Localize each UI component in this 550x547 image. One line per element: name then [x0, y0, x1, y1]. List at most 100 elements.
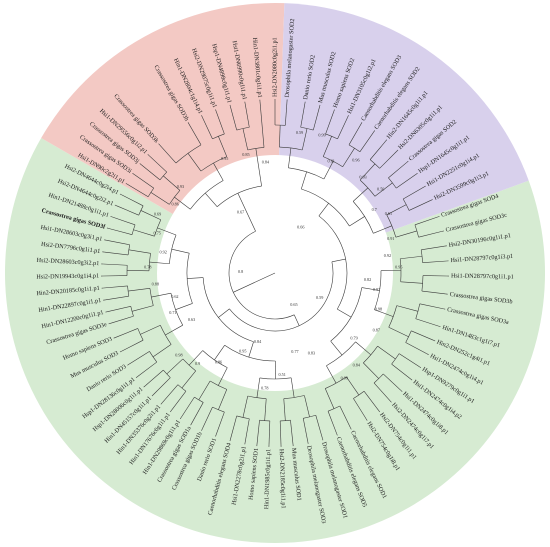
branch-radial — [355, 341, 372, 356]
support-value: 0.84 — [254, 339, 262, 344]
branch-radial — [215, 411, 225, 435]
branch-radial — [388, 326, 409, 337]
branch-radial — [339, 405, 351, 428]
branch-arc — [137, 328, 144, 341]
branch-radial — [326, 365, 337, 384]
branch-radial — [171, 391, 187, 411]
branch-radial — [175, 303, 193, 310]
leaf-tip — [350, 427, 352, 430]
branch-radial — [259, 101, 265, 148]
support-value: 0.77 — [291, 349, 298, 354]
branch-radial — [188, 123, 202, 145]
branch-arc — [209, 380, 227, 390]
support-values: 0.59 0.99 0.81 0.96 0.93 0.56 0.7 0.61 0.91 0.92 0… — [144, 130, 402, 390]
support-value: 0.98 — [375, 307, 382, 312]
leaf-tip — [190, 423, 192, 426]
leaf-tip — [423, 185, 426, 188]
branch-radial — [115, 328, 138, 338]
support-value: 0.86 — [215, 359, 222, 364]
branch-arc — [300, 126, 314, 131]
branch-radial — [349, 216, 365, 227]
branch-radial — [377, 345, 396, 360]
support-value: 0.98 — [175, 353, 182, 358]
support-value: 0.61 — [385, 211, 392, 216]
branch-radial — [300, 171, 307, 190]
leaf-tip — [160, 402, 163, 405]
branch-radial — [391, 363, 411, 380]
branch-radial — [352, 187, 369, 202]
branch-radial — [330, 340, 343, 356]
branch-radial — [293, 314, 300, 326]
leaf-tip — [426, 353, 429, 355]
branch-radial — [141, 164, 161, 181]
branch-radial — [159, 144, 177, 164]
branch-arc — [303, 414, 316, 419]
branch-radial — [166, 358, 184, 375]
leaf-tip — [201, 428, 203, 431]
support-value: 0.79 — [350, 335, 357, 340]
support-value: 0.65 — [290, 302, 297, 307]
branch-radial — [171, 248, 190, 254]
branch-arc — [363, 345, 378, 364]
branch-arc — [353, 390, 365, 399]
branch-radial — [325, 111, 335, 135]
leaf-tip — [215, 434, 217, 437]
branch-radial — [144, 369, 164, 387]
leaf-tip — [132, 172, 135, 175]
support-value: 0.78 — [261, 386, 268, 391]
branch-radial — [359, 131, 374, 152]
branch-radial — [181, 370, 196, 389]
branch-radial — [279, 125, 281, 148]
branch-radial — [128, 249, 151, 254]
branch-arc — [149, 351, 158, 363]
branch-radial — [256, 377, 261, 398]
branch-arc — [212, 406, 225, 413]
support-value: 0.92 — [384, 253, 391, 258]
branch-radial — [255, 148, 262, 187]
branch-radial — [202, 407, 213, 430]
branch-arc — [327, 405, 341, 412]
branch-radial — [153, 377, 171, 395]
branch-radial — [290, 377, 295, 398]
leaf-tip — [378, 410, 380, 413]
branch-radial — [110, 315, 134, 324]
leaf-tip — [322, 438, 324, 441]
branch-radial — [218, 308, 230, 318]
branch-arc — [130, 306, 134, 317]
branch-arc — [325, 376, 347, 389]
branch-arc — [127, 244, 131, 255]
branch-radial — [140, 324, 161, 335]
leaf-tip — [347, 115, 349, 118]
branch-radial — [128, 351, 150, 365]
branch-radial — [395, 230, 417, 238]
branch-radial — [108, 228, 133, 235]
support-value: 0.88 — [152, 282, 159, 287]
branch-arc — [388, 305, 397, 328]
leaf-tip — [114, 204, 117, 207]
branch-radial — [188, 350, 203, 366]
leaf-tip — [135, 376, 138, 378]
support-value: 0.84 — [353, 362, 361, 367]
leaf-tip — [419, 366, 422, 369]
support-value: 0.63 — [188, 317, 195, 322]
branch-radial — [363, 391, 379, 411]
leaf-tip — [336, 433, 338, 436]
leaf-tip — [415, 172, 418, 175]
leaf-tip — [406, 160, 409, 163]
branch-radial — [133, 229, 155, 237]
leaf-tip — [147, 154, 150, 156]
branch-radial — [346, 376, 360, 396]
branch-arc — [131, 224, 136, 235]
branch-radial — [264, 398, 267, 421]
branch-radial — [300, 103, 306, 128]
branch-arc — [127, 285, 130, 297]
branch-radial — [373, 382, 391, 402]
branch-radial — [400, 255, 423, 260]
branch-arc — [163, 369, 171, 378]
branch-arc — [194, 396, 204, 403]
branch-radial — [315, 415, 323, 439]
leaf-tip — [125, 183, 128, 185]
branch-radial — [396, 305, 419, 312]
branch-radial — [237, 193, 256, 232]
branch-radial — [373, 225, 392, 234]
